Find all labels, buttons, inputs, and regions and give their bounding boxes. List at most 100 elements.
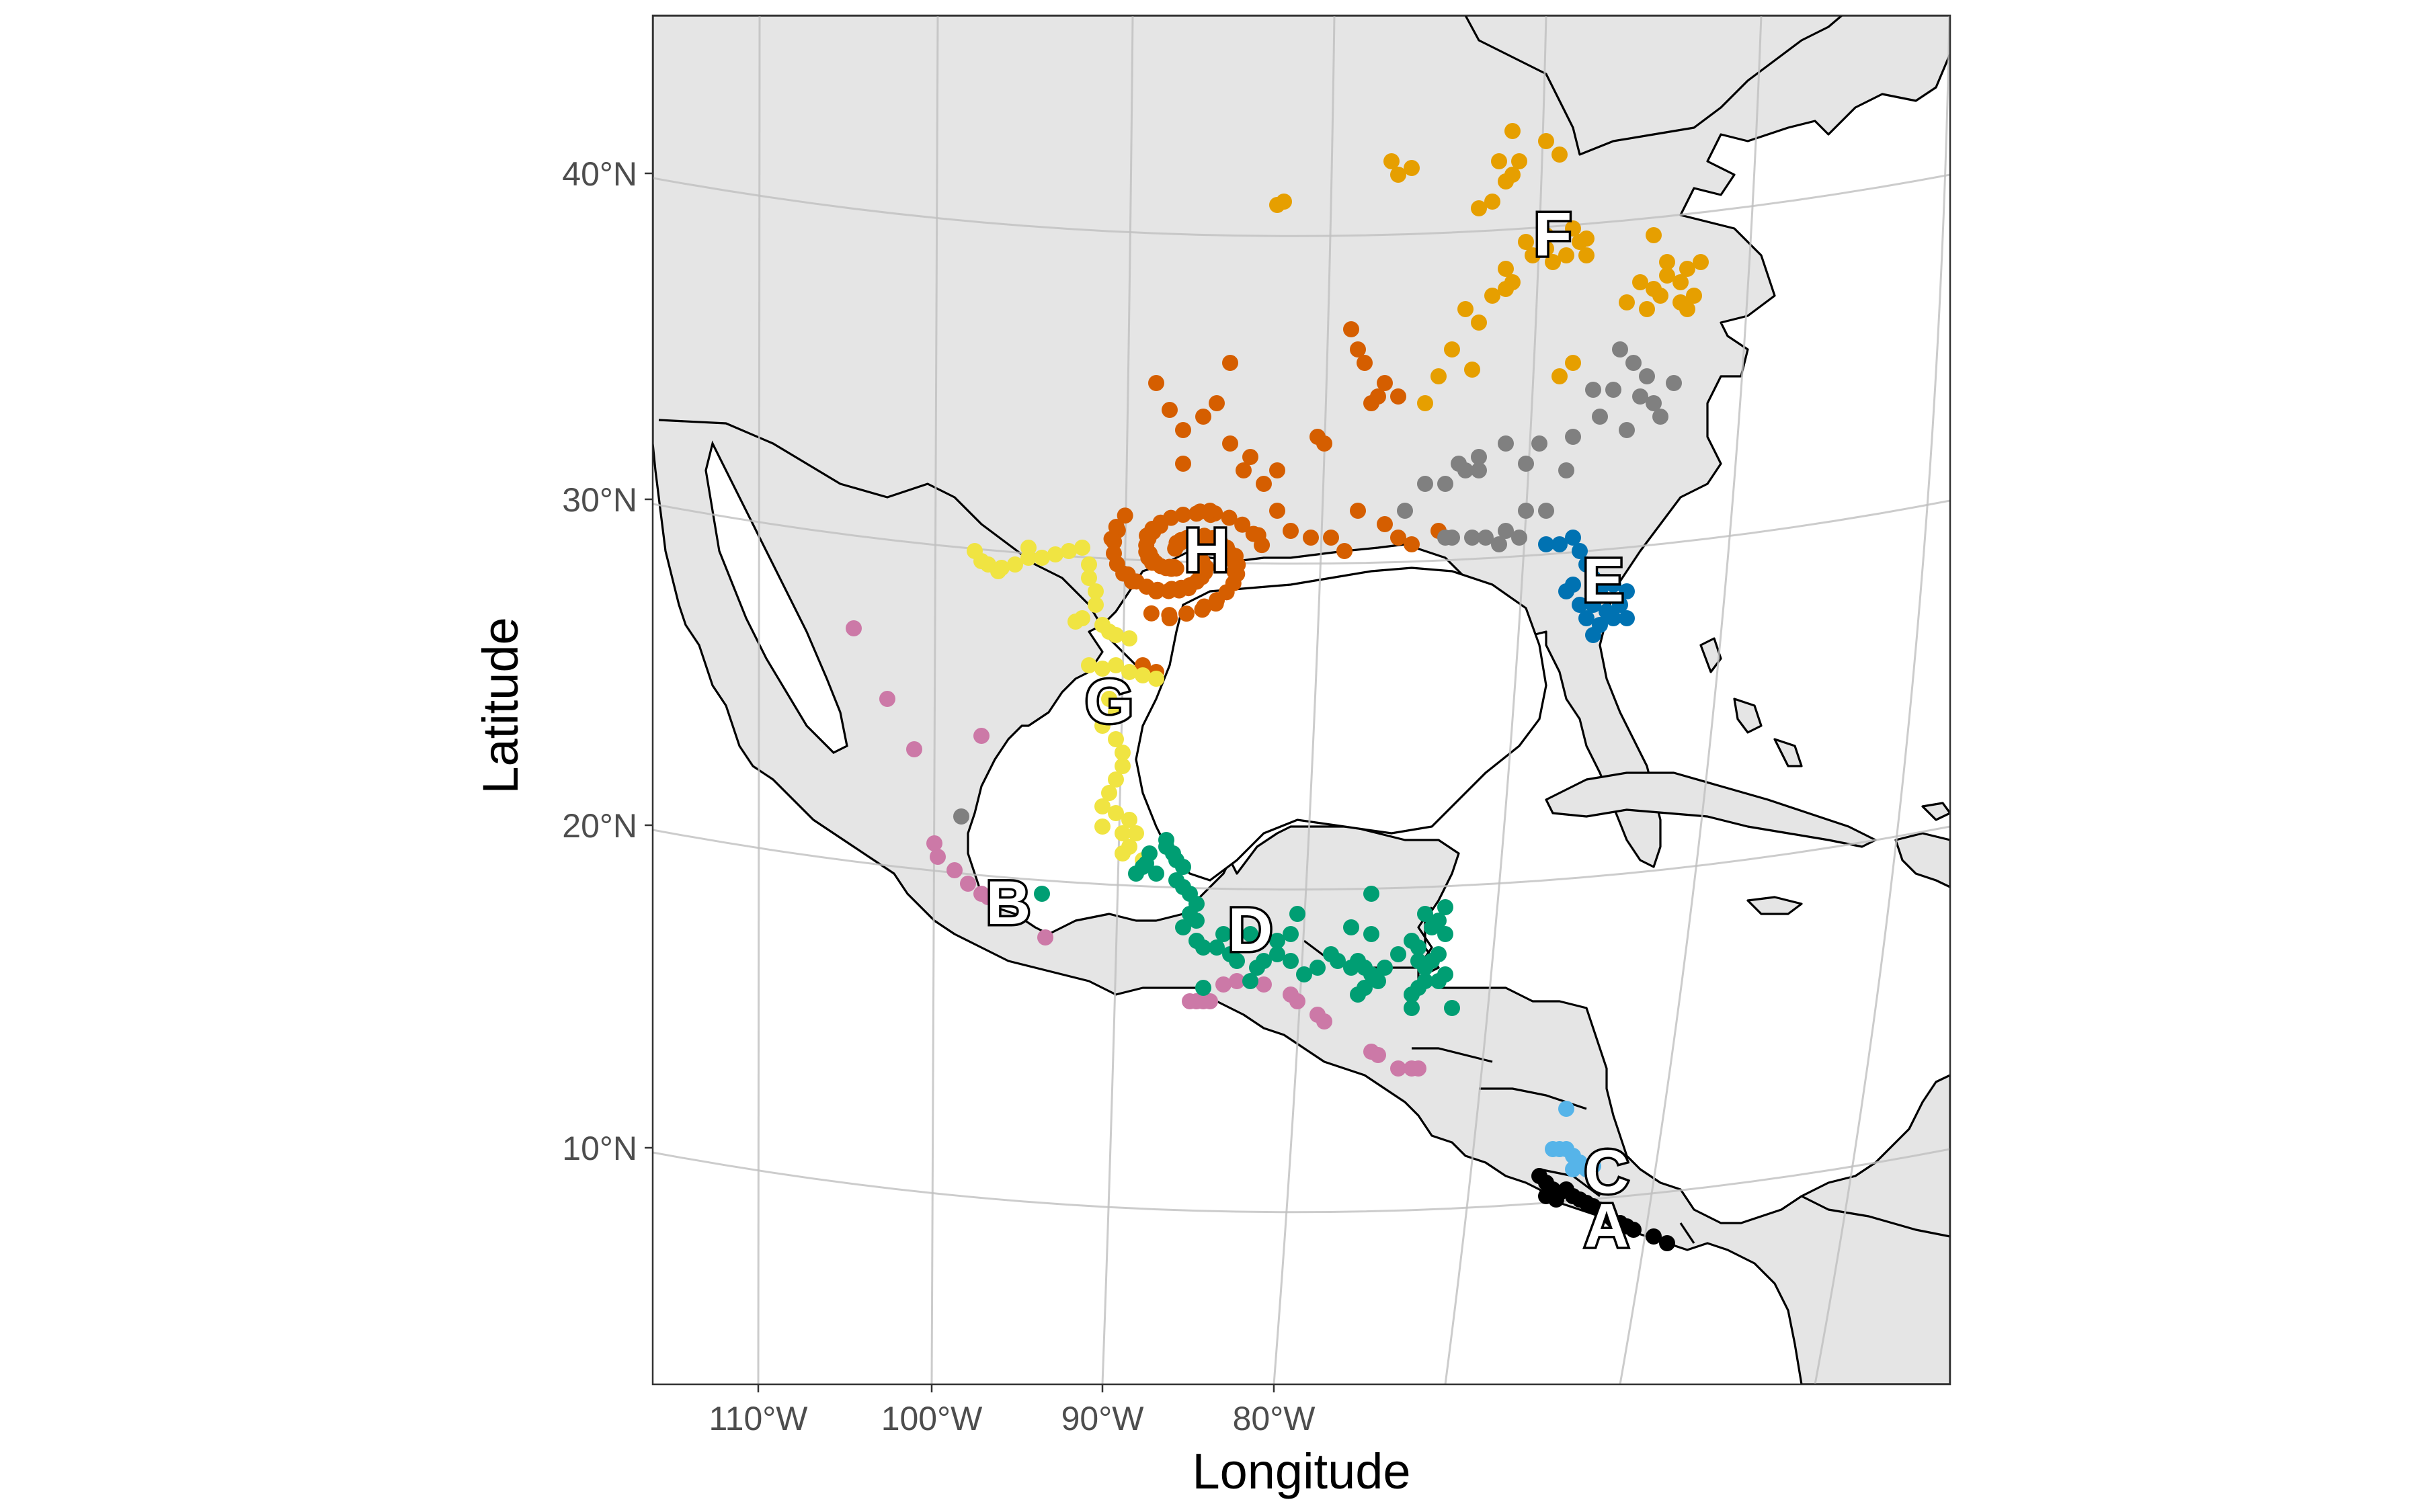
point-cluster-g (1094, 661, 1111, 677)
point-cluster-b (980, 889, 996, 905)
y-tick-label: 30°N (562, 481, 637, 519)
point-cluster-h (1117, 507, 1133, 524)
point-cluster-d (1175, 919, 1191, 935)
point-cluster-d (1128, 866, 1144, 882)
point-cluster-f (1491, 153, 1507, 169)
point-cluster-f (1652, 288, 1668, 304)
point-cluster-d (1437, 899, 1453, 915)
point-cluster-d (1229, 953, 1245, 969)
point-cluster-h (1370, 388, 1386, 405)
point-cluster-f (1511, 153, 1527, 169)
point-cluster-h (1207, 595, 1224, 612)
point-cluster-f (1558, 247, 1574, 263)
point-cluster-f (1659, 267, 1675, 284)
point-cluster-h (1357, 355, 1373, 371)
point-cluster-f (1498, 261, 1514, 277)
point-cluster-d (1256, 953, 1272, 969)
point-cluster-d (1283, 953, 1299, 969)
point-cluster-gray (1437, 476, 1453, 492)
point-cluster-a (1646, 1228, 1662, 1245)
point-cluster-gray (1652, 409, 1668, 425)
point-cluster-h (1377, 516, 1393, 532)
point-cluster-h (1143, 605, 1160, 622)
point-cluster-f (1430, 368, 1447, 384)
point-cluster-h (1221, 509, 1238, 526)
point-cluster-d (1330, 953, 1346, 969)
cluster-label-a: A (1584, 1191, 1629, 1260)
point-cluster-e (1619, 610, 1635, 626)
point-cluster-f (1679, 261, 1695, 277)
point-cluster-h (1323, 530, 1339, 546)
point-cluster-d (1175, 859, 1191, 875)
point-cluster-d (1437, 966, 1453, 982)
point-cluster-h (1269, 462, 1285, 478)
point-cluster-f (1545, 254, 1561, 270)
point-cluster-g (1101, 785, 1117, 801)
point-cluster-h (1162, 610, 1178, 626)
point-cluster-g (973, 553, 990, 569)
point-cluster-d (1404, 986, 1420, 1003)
cluster-label-c: C (1584, 1138, 1629, 1206)
point-cluster-e (1578, 556, 1595, 573)
point-cluster-f (1498, 281, 1514, 297)
border-us-canada (1464, 15, 1843, 156)
point-cluster-h (1316, 435, 1332, 452)
point-cluster-f (1679, 301, 1695, 317)
point-cluster-d (1296, 966, 1312, 982)
point-cluster-h (1390, 530, 1406, 546)
point-cluster-h (1175, 507, 1191, 523)
point-cluster-h (1377, 375, 1393, 391)
point-cluster-g (1088, 597, 1104, 613)
point-cluster-c (1558, 1101, 1574, 1117)
gulf-of-california (704, 440, 848, 754)
point-cluster-h (1194, 601, 1211, 618)
point-cluster-f (1471, 200, 1487, 216)
point-cluster-h (1303, 530, 1319, 546)
cluster-label-g: G (1085, 667, 1133, 736)
point-cluster-h (1390, 388, 1406, 405)
y-tick-label: 10°N (562, 1130, 637, 1167)
point-cluster-e (1585, 597, 1601, 613)
point-cluster-d (1242, 973, 1258, 989)
point-cluster-b (1215, 976, 1232, 993)
point-cluster-f (1525, 247, 1541, 263)
point-cluster-h (1222, 355, 1238, 371)
point-cluster-e (1565, 530, 1581, 546)
point-cluster-h (1336, 543, 1353, 559)
point-cluster-g (1128, 825, 1144, 841)
point-cluster-f (1538, 133, 1554, 149)
gulf-of-mexico (1135, 566, 1547, 882)
point-cluster-d (1269, 946, 1285, 962)
point-cluster-h (1242, 449, 1258, 465)
point-cluster-b (926, 835, 942, 851)
point-cluster-f (1646, 227, 1662, 243)
point-cluster-b (906, 741, 922, 757)
point-cluster-g (1101, 691, 1117, 707)
point-cluster-f (1276, 194, 1292, 210)
point-cluster-f (1518, 234, 1534, 250)
point-cluster-a (1625, 1222, 1642, 1238)
point-cluster-f (1417, 395, 1433, 411)
border-central-america-1 (1412, 1047, 1493, 1063)
y-axis: 40°N 30°N 20°N 10°N Latitude (473, 155, 653, 1167)
point-cluster-g (1067, 614, 1084, 630)
point-cluster-d (1309, 960, 1326, 976)
point-cluster-b (879, 691, 895, 707)
x-axis-title: Longitude (1192, 1443, 1410, 1499)
point-cluster-d (1215, 926, 1232, 942)
point-cluster-e (1612, 597, 1628, 613)
point-cluster-h (1198, 559, 1215, 576)
point-cluster-d (1350, 986, 1366, 1003)
point-cluster-g (1108, 657, 1124, 673)
graticule-parallel-30n (653, 499, 1950, 565)
point-cluster-gray (1518, 503, 1534, 519)
point-cluster-f (1565, 220, 1581, 237)
point-cluster-g (1121, 630, 1137, 646)
point-cluster-h (1234, 516, 1251, 533)
point-cluster-c (1565, 1161, 1581, 1177)
point-cluster-f (1464, 362, 1480, 378)
graticule-parallel-20n (653, 825, 1950, 891)
point-cluster-d (1430, 946, 1447, 962)
point-cluster-d (1209, 939, 1225, 956)
point-cluster-d (1430, 913, 1447, 929)
